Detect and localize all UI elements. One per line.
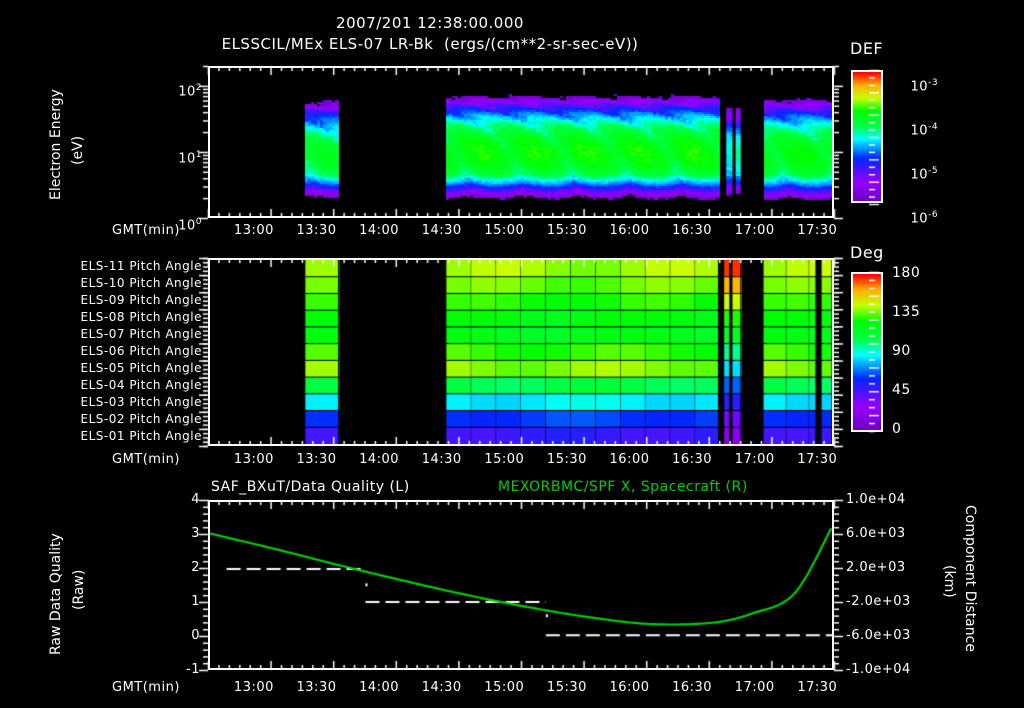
panel1-ylabel-line1: Electron Energy	[48, 89, 64, 200]
xtick-label: 14:30	[421, 680, 462, 695]
pitch-angle-row-label: ELS-05 Pitch Angle	[80, 361, 202, 376]
xtick-label: 13:30	[296, 452, 337, 467]
ytick-label-left: 3	[191, 526, 200, 541]
panel3-ylabel-left-line2: (Raw)	[71, 569, 87, 610]
pitch-angle-row-label: ELS-10 Pitch Angle	[80, 275, 202, 290]
ytick-label-right: -1.0e+04	[846, 662, 911, 677]
panel3-xlabel: GMT(min)	[112, 680, 180, 695]
pitch-angle-row-label: ELS-07 Pitch Angle	[80, 326, 202, 341]
xtick-label: 15:30	[546, 680, 587, 695]
ytick-label-right: 1.0e+04	[846, 492, 906, 507]
xtick-label: 13:30	[296, 223, 337, 238]
xtick-label: 16:30	[672, 680, 713, 695]
panel1-ytick-10: 101	[178, 150, 202, 167]
colorbar-def-title: DEF	[850, 39, 884, 58]
ytick-label-right: 2.0e+03	[846, 560, 906, 575]
ytick-label-left: -1	[186, 662, 200, 677]
pitch-angle-row-label: ELS-06 Pitch Angle	[80, 344, 202, 358]
colorbar-def-ticks	[869, 62, 899, 212]
xtick-label: 15:00	[484, 680, 525, 695]
spectrogram-axis-ticks	[196, 58, 896, 258]
xtick-label: 13:30	[296, 680, 337, 695]
colorbar-deg-tick-90: 90	[892, 343, 911, 359]
line-plot-axis-ticks	[196, 492, 916, 692]
xtick-label: 17:30	[797, 452, 838, 467]
xtick-label: 17:30	[797, 223, 838, 238]
panel1-ylabel-line2: (eV)	[70, 135, 86, 165]
colorbar-def-tick-1: 10-4	[910, 122, 939, 139]
ytick-label-right: 6.0e+03	[846, 526, 906, 541]
panel3-ylabel-right-line1: Component Distance	[962, 505, 978, 652]
colorbar-deg-ticks	[869, 264, 899, 439]
ytick-label-left: 2	[191, 560, 200, 575]
pitch-angle-axis-ticks	[196, 250, 896, 470]
panel1-xlabel: GMT(min)	[112, 223, 180, 238]
xtick-label: 14:30	[421, 223, 462, 238]
ytick-label-left: 0	[191, 628, 200, 643]
panel2-xlabel: GMT(min)	[112, 452, 180, 467]
colorbar-deg-tick-0: 0	[892, 421, 902, 437]
xtick-label: 13:00	[233, 452, 274, 467]
colorbar-deg-tick-45: 45	[892, 382, 911, 398]
xtick-label: 15:30	[546, 452, 587, 467]
header-timestamp: 2007/201 12:38:00.000	[336, 14, 524, 32]
pitch-angle-row-label: ELS-09 Pitch Angle	[80, 292, 202, 307]
xtick-label: 17:00	[734, 680, 775, 695]
xtick-label: 17:00	[734, 223, 775, 238]
ytick-label-left: 1	[191, 594, 200, 609]
colorbar-deg-tick-180: 180	[892, 265, 921, 281]
panel3-ylabel-right-line2: (km)	[941, 565, 957, 598]
colorbar-deg-tick-135: 135	[892, 304, 921, 320]
pitch-angle-row-label: ELS-11 Pitch Angle	[80, 258, 202, 273]
xtick-label: 15:00	[484, 223, 525, 238]
ytick-label-left: 4	[191, 492, 200, 507]
ytick-label-right: -6.0e+03	[846, 628, 911, 643]
xtick-label: 13:00	[233, 223, 274, 238]
pitch-angle-row-label: ELS-04 Pitch Angle	[80, 378, 202, 393]
xtick-label: 16:00	[609, 680, 650, 695]
xtick-label: 13:00	[233, 680, 274, 695]
pitch-angle-row-label: ELS-02 Pitch Angle	[80, 412, 202, 427]
xtick-label: 15:30	[546, 223, 587, 238]
xtick-label: 17:30	[797, 680, 838, 695]
xtick-label: 14:00	[359, 680, 400, 695]
panel1-ytick-1: 100	[178, 217, 202, 234]
xtick-label: 15:00	[484, 452, 525, 467]
panel3-title-left: SAF_BXuT/Data Quality (L)	[211, 479, 410, 495]
xtick-label: 16:00	[609, 452, 650, 467]
xtick-label: 14:00	[359, 452, 400, 467]
xtick-label: 16:00	[609, 223, 650, 238]
header-subtitle: ELSSCIL/MEx ELS-07 LR-Bk (ergs/(cm**2-sr…	[221, 35, 639, 53]
colorbar-def-tick-2: 10-5	[910, 166, 939, 183]
xtick-label: 17:00	[734, 452, 775, 467]
panel1-ytick-100: 102	[178, 83, 202, 100]
panel3-ylabel-left-line1: Raw Data Quality	[48, 533, 64, 655]
colorbar-deg-title: Deg	[850, 243, 884, 262]
colorbar-def-tick-0: 10-3	[910, 78, 939, 95]
panel3-title-right: MEXORBMC/SPF X, Spacecraft (R)	[498, 479, 748, 495]
xtick-label: 14:30	[421, 452, 462, 467]
colorbar-def-tick-3: 10-6	[910, 210, 939, 227]
xtick-label: 16:30	[672, 223, 713, 238]
ytick-label-right: -2.0e+03	[846, 594, 911, 609]
pitch-angle-row-label: ELS-01 Pitch Angle	[80, 429, 202, 444]
xtick-label: 14:00	[359, 223, 400, 238]
pitch-angle-row-label: ELS-08 Pitch Angle	[80, 309, 202, 324]
xtick-label: 16:30	[672, 452, 713, 467]
pitch-angle-row-label: ELS-03 Pitch Angle	[80, 395, 202, 410]
